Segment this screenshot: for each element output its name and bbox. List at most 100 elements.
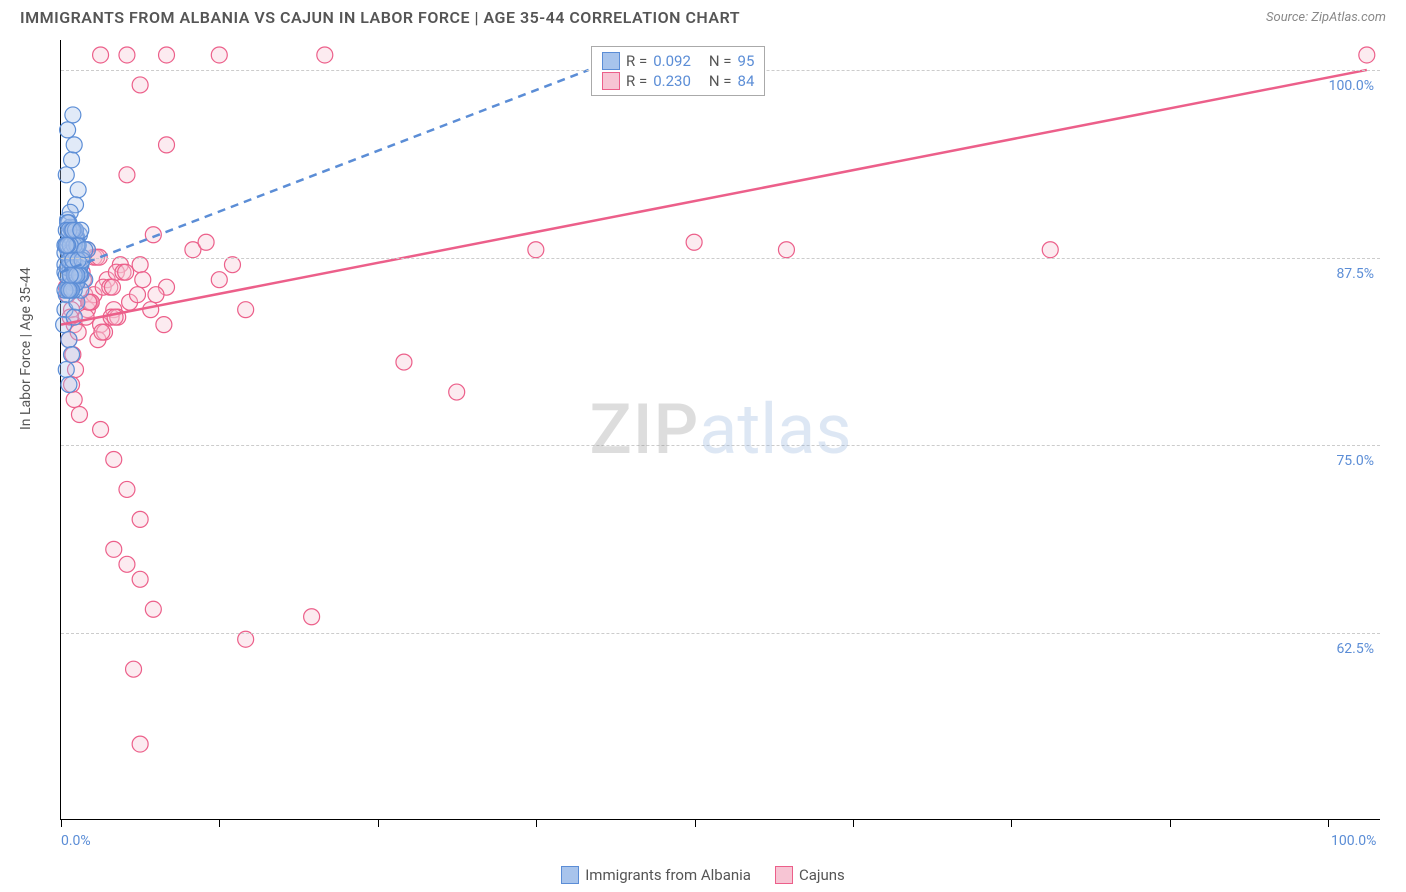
legend-n-label: N = [709,52,732,70]
trend-line [61,70,589,272]
scatter-point [66,392,82,408]
scatter-point [106,541,122,557]
scatter-point [126,661,142,677]
scatter-point [396,354,412,370]
gridline-h [61,633,1380,634]
legend-r-label: R = [626,72,647,90]
scatter-point [449,384,465,400]
x-axis-tick [61,819,62,827]
scatter-point [60,122,76,138]
legend-n-cajun: 84 [738,72,755,90]
gridline-h [61,445,1380,446]
scatter-point [94,324,110,340]
legend-swatch-albania [602,52,620,70]
y-tick-label: 75.0% [1336,453,1374,469]
scatter-point [71,407,87,423]
chart-container: ZIPatlas R = 0.092 N = 95 R = 0.230 N = … [60,40,1380,820]
scatter-point [135,272,151,288]
correlation-legend: R = 0.092 N = 95 R = 0.230 N = 84 [591,46,765,96]
x-axis-tick [1011,819,1012,827]
legend-n-label: N = [709,72,732,90]
scatter-point [65,107,81,123]
scatter-point [156,317,172,333]
bottom-legend: Immigrants from Albania Cajuns [0,866,1406,884]
scatter-point [528,242,544,258]
scatter-point [107,309,123,325]
x-tick-label: 100.0% [1331,833,1376,849]
scatter-point [211,47,227,63]
scatter-point [64,347,80,363]
scatter-point [132,77,148,93]
legend-r-cajun: 0.230 [653,72,691,90]
scatter-point [58,362,74,378]
bottom-legend-albania-label: Immigrants from Albania [585,866,751,884]
scatter-point [132,511,148,527]
scatter-point [61,282,77,298]
scatter-point [77,242,93,258]
y-tick-label: 87.5% [1336,266,1374,282]
scatter-point [119,167,135,183]
scatter-point [66,137,82,153]
x-axis-tick [378,819,379,827]
chart-header: IMMIGRANTS FROM ALBANIA VS CAJUN IN LABO… [0,0,1406,31]
scatter-point [73,222,89,238]
x-axis-tick [219,819,220,827]
scatter-point [159,137,175,153]
scatter-point [61,332,77,348]
plot-area: ZIPatlas R = 0.092 N = 95 R = 0.230 N = … [60,40,1380,820]
chart-source: Source: ZipAtlas.com [1266,10,1386,25]
bottom-legend-albania: Immigrants from Albania [561,866,751,884]
scatter-point [317,47,333,63]
scatter-point [106,451,122,467]
y-tick-label: 62.5% [1336,641,1374,657]
scatter-point [119,47,135,63]
scatter-point [143,302,159,318]
x-axis-tick [1328,819,1329,827]
scatter-point [132,257,148,273]
gridline-h [61,258,1380,259]
x-axis-tick [1170,819,1171,827]
legend-r-albania: 0.092 [653,52,691,70]
legend-swatch-cajun-icon [775,866,793,884]
scatter-point [132,736,148,752]
scatter-point [145,601,161,617]
scatter-point [70,182,86,198]
bottom-legend-cajun-label: Cajuns [799,866,845,884]
legend-row-cajun: R = 0.230 N = 84 [602,71,754,91]
scatter-point [64,152,80,168]
scatter-point [304,609,320,625]
scatter-point [58,167,74,183]
chart-title: IMMIGRANTS FROM ALBANIA VS CAJUN IN LABO… [20,8,740,27]
x-axis-tick [853,819,854,827]
scatter-point [132,571,148,587]
scatter-point [238,302,254,318]
scatter-point [93,422,109,438]
scatter-point [118,264,134,280]
y-axis-label: In Labor Force | Age 35-44 [18,267,34,430]
x-axis-tick [536,819,537,827]
scatter-point [58,237,74,253]
scatter-point [119,556,135,572]
scatter-point [130,287,146,303]
scatter-point [104,279,120,295]
bottom-legend-cajun: Cajuns [775,866,845,884]
scatter-point [93,47,109,63]
scatter-point [238,631,254,647]
x-axis-tick [695,819,696,827]
legend-r-label: R = [626,52,647,70]
scatter-point [1042,242,1058,258]
legend-swatch-albania-icon [561,866,579,884]
legend-row-albania: R = 0.092 N = 95 [602,51,754,71]
legend-n-albania: 95 [738,52,755,70]
legend-swatch-cajun [602,72,620,90]
x-tick-label: 0.0% [61,833,91,849]
scatter-point [224,257,240,273]
scatter-point [1359,47,1375,63]
trend-line [61,70,1367,325]
scatter-point [778,242,794,258]
scatter-point [148,287,164,303]
scatter-point [61,377,77,393]
scatter-point [119,481,135,497]
y-tick-label: 100.0% [1329,78,1374,94]
plot-svg [61,40,1380,819]
